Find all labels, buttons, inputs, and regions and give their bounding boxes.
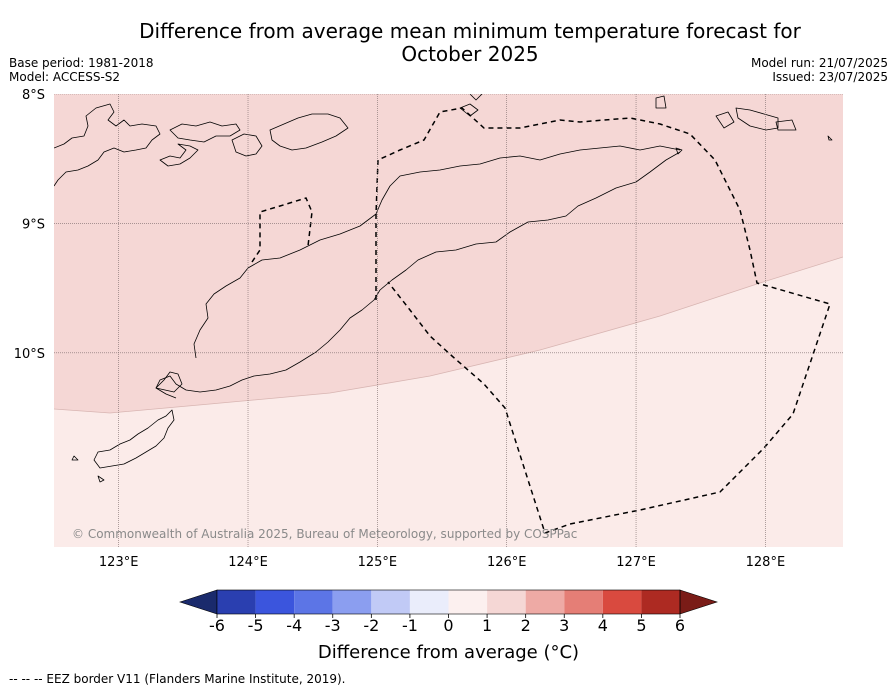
colorbar-extend-high bbox=[679, 589, 718, 615]
colorbar-segment bbox=[371, 590, 410, 614]
colorbar-segment bbox=[487, 590, 526, 614]
lat-tick-label: 9°S bbox=[22, 217, 45, 232]
issued-date: Issued: 23/07/2025 bbox=[772, 70, 888, 84]
coast-atauro bbox=[469, 94, 483, 101]
colorbar-segment bbox=[564, 590, 603, 614]
colorbar-segment bbox=[255, 590, 295, 614]
base-period: Base period: 1981-2018 bbox=[9, 56, 154, 70]
colorbar-segment bbox=[409, 590, 449, 614]
colorbar-tick-label: -6 bbox=[209, 616, 225, 635]
eez-border-main bbox=[375, 107, 831, 534]
title-line-1: Difference from average mean minimum tem… bbox=[139, 19, 801, 43]
lon-tick-label: 128°E bbox=[746, 555, 786, 570]
colorbar-segment bbox=[294, 590, 333, 614]
model-name: Model: ACCESS-S2 bbox=[9, 70, 121, 84]
colorbar-tick-label: -1 bbox=[402, 616, 418, 635]
coast-semau bbox=[155, 371, 183, 393]
colorbar-tick-label: -4 bbox=[286, 616, 302, 635]
colorbar-segment bbox=[525, 590, 565, 614]
title-line-2: October 2025 bbox=[401, 42, 539, 66]
coast-flores bbox=[54, 103, 161, 187]
colorbar-extend-low bbox=[179, 589, 218, 615]
coast-lakor bbox=[775, 119, 797, 131]
graticule bbox=[54, 94, 843, 547]
coast-wetar-east bbox=[655, 95, 667, 109]
colorbar-tick-label: -3 bbox=[325, 616, 341, 635]
coast-sawu bbox=[97, 475, 105, 483]
meta-left: Base period: 1981-2018 Model: ACCESS-S2 bbox=[9, 56, 154, 84]
chart-title: Difference from average mean minimum tem… bbox=[110, 20, 830, 66]
colorbar-tick-label: 0 bbox=[443, 616, 453, 635]
coast-lembata bbox=[159, 143, 199, 167]
coast-pantar bbox=[231, 133, 263, 157]
colorbar-tick-label: 4 bbox=[598, 616, 608, 635]
anomaly-band-1-to-2 bbox=[54, 94, 843, 413]
colorbar-tick-label: 2 bbox=[521, 616, 531, 635]
lat-tick-label: 8°S bbox=[22, 88, 45, 103]
coast-sermata bbox=[827, 135, 833, 141]
colorbar-tick-label: 1 bbox=[482, 616, 492, 635]
copyright-notice: © Commonwealth of Australia 2025, Bureau… bbox=[72, 527, 577, 541]
colorbar: -6 -5 -4 -3 -2 -1 0 1 2 3 4 5 6 bbox=[179, 589, 718, 635]
colorbar-segment bbox=[641, 590, 680, 614]
colorbar-segment bbox=[448, 590, 488, 614]
coast-moa bbox=[735, 107, 779, 131]
colorbar-tick-label: 5 bbox=[636, 616, 646, 635]
coast-rote bbox=[93, 409, 175, 469]
coast-ndao bbox=[71, 455, 79, 461]
meta-right: Model run: 21/07/2025 Issued: 23/07/2025 bbox=[751, 56, 888, 84]
coast-leti bbox=[715, 111, 735, 129]
colorbar-segment bbox=[602, 590, 642, 614]
eez-border-oecusse bbox=[251, 197, 313, 263]
eez-footnote: -- -- -- EEZ border V11 (Flanders Marine… bbox=[9, 672, 346, 686]
lon-tick-label: 124°E bbox=[228, 555, 268, 570]
colorbar-tick-label: -2 bbox=[363, 616, 379, 635]
colorbar-segment bbox=[332, 590, 372, 614]
lat-tick-label: 10°S bbox=[14, 347, 45, 362]
model-run: Model run: 21/07/2025 bbox=[750, 56, 888, 70]
lon-tick-label: 127°E bbox=[616, 555, 656, 570]
eez-border bbox=[251, 107, 831, 534]
coast-timor-south bbox=[155, 151, 681, 399]
colorbar-tick-label: -5 bbox=[248, 616, 264, 635]
lon-tick-label: 126°E bbox=[487, 555, 527, 570]
map-area: © Commonwealth of Australia 2025, Bureau… bbox=[54, 94, 843, 547]
colorbar-tick-label: 3 bbox=[559, 616, 569, 635]
coast-kisar bbox=[675, 147, 683, 155]
axis-labels: 123°E 124°E 125°E 126°E 127°E 128°E 8°S 9°S 10°S bbox=[14, 88, 785, 570]
lon-tick-label: 125°E bbox=[358, 555, 398, 570]
coast-alor bbox=[269, 113, 349, 151]
colorbar-segment bbox=[217, 590, 256, 614]
colorbar-tick-label: 6 bbox=[675, 616, 685, 635]
coast-wetar-west bbox=[459, 103, 479, 117]
coast-adonara bbox=[169, 121, 241, 143]
coastlines bbox=[54, 94, 833, 483]
colorbar-title: Difference from average (°C) bbox=[317, 642, 580, 663]
contour-line-1c bbox=[54, 256, 843, 414]
coast-timor-north bbox=[193, 145, 681, 359]
lon-tick-label: 123°E bbox=[99, 555, 139, 570]
